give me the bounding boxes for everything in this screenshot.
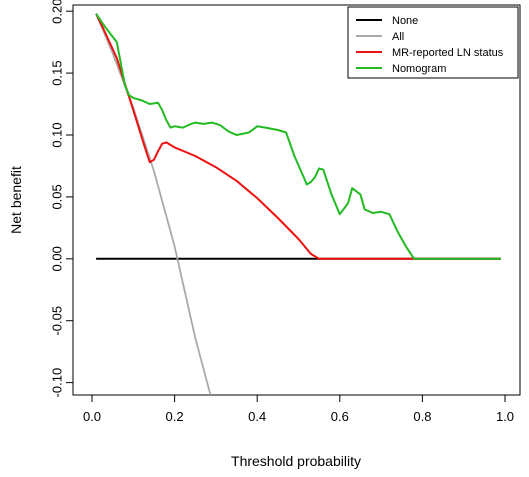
legend-label: All <box>392 31 404 43</box>
y-tick-label: 0.05 <box>49 184 64 209</box>
plot-frame <box>72 4 521 396</box>
legend-label: Nomogram <box>392 63 446 75</box>
y-tick-label: 0.00 <box>49 246 64 271</box>
y-tick-label: -0.05 <box>49 306 64 336</box>
series-line-mr-reported-ln-status <box>95 13 501 260</box>
y-tick-label: 0.10 <box>49 122 64 147</box>
x-tick-label: 0.0 <box>83 409 101 424</box>
y-tick-label: 0.20 <box>49 0 64 24</box>
x-tick-label: 0.8 <box>413 409 431 424</box>
x-tick-label: 1.0 <box>496 409 514 424</box>
x-tick-label: 0.4 <box>248 409 266 424</box>
x-tick-label: 0.2 <box>166 409 184 424</box>
y-tick-label: 0.15 <box>49 60 64 85</box>
axis-ticks: 0.0 0.2 0.4 0.6 0.8 1.0 -0.10 -0.05 0.00 0.05 0.10… <box>49 0 514 424</box>
x-axis-title: Threshold probability <box>231 453 361 469</box>
series-lines <box>95 13 501 395</box>
legend-label: MR-reported LN status <box>392 47 504 59</box>
legend-label: None <box>392 15 418 27</box>
y-tick-label: -0.10 <box>49 368 64 398</box>
y-axis-title: Net benefit <box>8 166 24 234</box>
series-line-nomogram <box>95 13 501 260</box>
x-tick-label: 0.6 <box>331 409 349 424</box>
legend: None All MR-reported LN status Nomogram <box>347 6 519 79</box>
series-line-all <box>95 13 212 395</box>
legend-box <box>347 6 519 79</box>
